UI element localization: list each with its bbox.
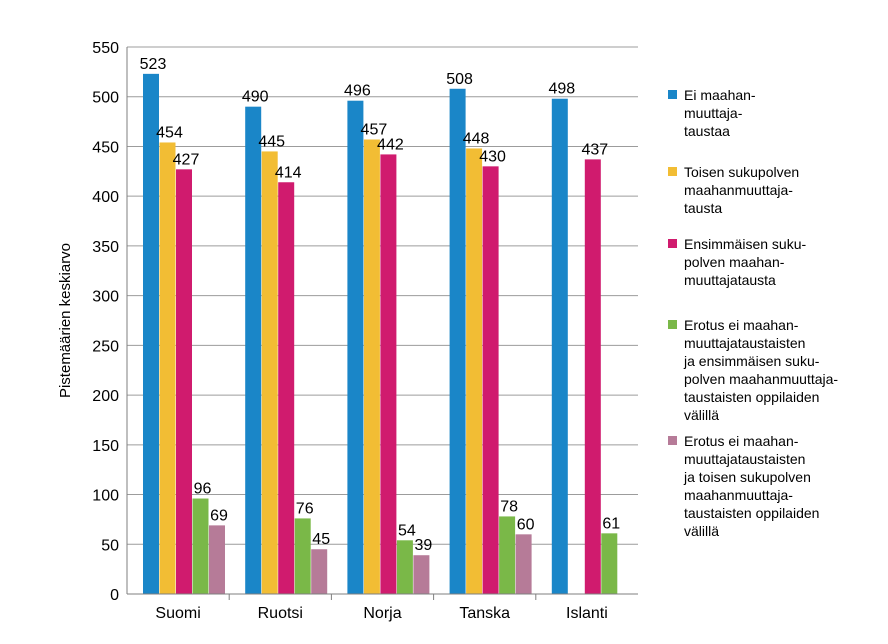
data-label: 498 — [548, 81, 575, 98]
legend-swatch — [668, 320, 677, 329]
x-tick-label: Islanti — [566, 605, 608, 622]
y-tick-label: 400 — [92, 189, 119, 206]
y-tick-label: 450 — [92, 139, 119, 156]
data-label: 96 — [194, 481, 212, 498]
bar — [363, 139, 380, 594]
bar — [294, 518, 311, 594]
data-label: 490 — [242, 89, 269, 106]
data-label: 437 — [581, 141, 608, 158]
data-label: 427 — [173, 151, 200, 168]
data-label: 457 — [361, 121, 388, 138]
data-label: 54 — [398, 522, 416, 539]
data-label: 76 — [296, 500, 314, 517]
data-label: 448 — [463, 130, 490, 147]
data-label: 442 — [377, 136, 404, 153]
data-label: 69 — [210, 507, 228, 524]
legend-label: Erotus ei maahan- muuttajataustaisten ja… — [684, 433, 820, 539]
data-label: 61 — [602, 515, 620, 532]
data-label: 445 — [258, 133, 285, 150]
bar — [278, 182, 295, 594]
y-tick-label: 500 — [92, 90, 119, 107]
data-label: 39 — [415, 537, 433, 554]
legend-label: Toisen sukupolven maahanmuuttaja- tausta — [684, 164, 800, 216]
data-label: 496 — [344, 83, 371, 100]
legend-label: Erotus ei maahan- muuttajataustaisten ja… — [684, 317, 839, 423]
bar — [192, 498, 209, 594]
bar — [601, 533, 618, 594]
bar — [261, 151, 278, 594]
y-tick-label: 300 — [92, 289, 119, 306]
bar — [209, 525, 225, 594]
bar — [143, 73, 159, 595]
bar — [515, 534, 532, 594]
y-tick-label: 200 — [92, 388, 119, 405]
bar — [245, 106, 262, 594]
y-tick-label: 550 — [92, 40, 119, 57]
y-tick-label: 350 — [92, 239, 119, 256]
legend-swatch — [668, 436, 677, 445]
data-label: 45 — [312, 531, 330, 548]
y-tick-label: 150 — [92, 438, 119, 455]
bar — [482, 166, 499, 594]
bar — [311, 549, 328, 594]
bar — [380, 154, 397, 595]
legend-swatch — [668, 239, 677, 248]
bar — [466, 148, 483, 594]
y-tick-label: 250 — [92, 338, 119, 355]
bar — [551, 98, 568, 594]
x-tick-label: Ruotsi — [258, 605, 303, 622]
x-tick-label: Suomi — [155, 605, 200, 622]
y-tick-label: 0 — [110, 587, 119, 604]
legend-label: Ensimmäisen suku- polven maahan- muuttaj… — [684, 236, 807, 288]
bar — [449, 88, 466, 595]
y-axis-label: Pistemäärien keskiarvo — [57, 243, 74, 398]
y-tick-label: 50 — [101, 537, 119, 554]
x-tick-label: Tanska — [459, 605, 510, 622]
bar — [347, 100, 364, 595]
data-label: 508 — [446, 71, 473, 88]
legend-swatch — [668, 167, 677, 176]
bar — [584, 159, 601, 594]
data-label: 78 — [500, 498, 518, 515]
data-label: 454 — [156, 124, 183, 141]
bar — [499, 516, 516, 594]
x-tick-label: Norja — [363, 605, 401, 622]
bar — [176, 169, 192, 594]
data-label: 60 — [517, 516, 535, 533]
data-label: 414 — [275, 164, 302, 181]
bar — [396, 540, 413, 594]
data-label: 523 — [140, 56, 167, 73]
legend-label: Ei maahan- muuttaja- taustaa — [684, 87, 756, 139]
legend-swatch — [668, 90, 677, 99]
y-tick-label: 100 — [92, 488, 119, 505]
data-label: 430 — [479, 148, 506, 165]
bar — [159, 142, 176, 594]
bar — [413, 555, 430, 594]
